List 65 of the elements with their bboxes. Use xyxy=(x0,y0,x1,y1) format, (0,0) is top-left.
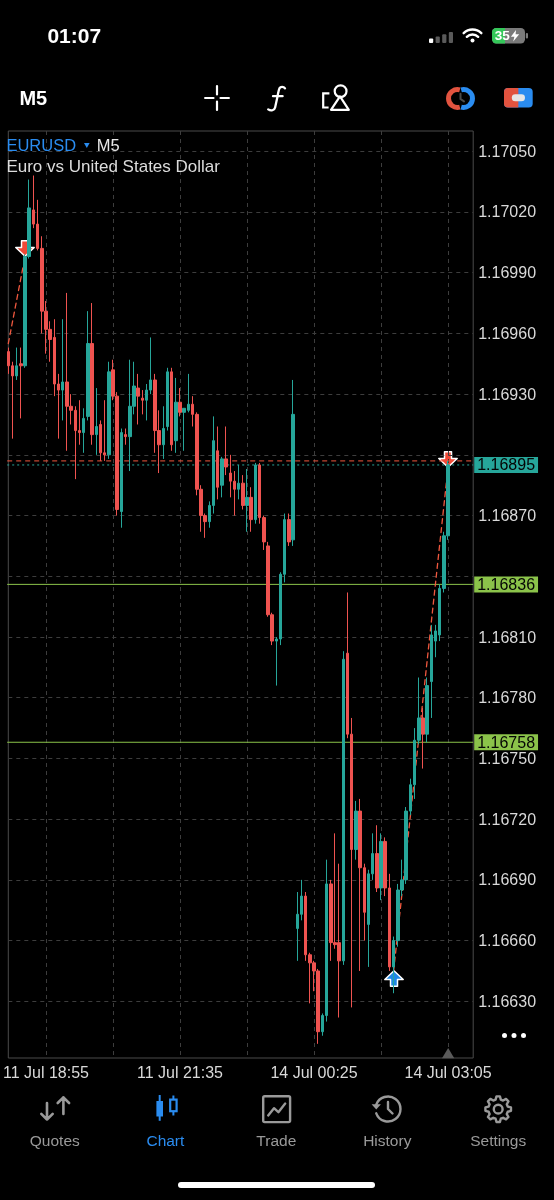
candlestick xyxy=(166,367,169,432)
candlestick xyxy=(430,624,433,719)
candlestick xyxy=(354,800,358,861)
candlestick xyxy=(249,486,253,533)
text: History xyxy=(363,1132,412,1150)
text: M5 xyxy=(19,87,48,109)
y-tick-label: 1.16960 xyxy=(478,324,537,342)
y-tick-label: 1.16870 xyxy=(478,507,537,525)
candlestick xyxy=(425,676,429,743)
candlestick xyxy=(291,379,295,547)
candlestick xyxy=(90,302,94,446)
text: 35 xyxy=(494,27,510,43)
candlestick xyxy=(136,373,140,425)
y-tick-label: 1.16720 xyxy=(478,810,537,828)
candlestick xyxy=(379,832,383,901)
candlestick xyxy=(107,361,111,460)
y-tick-label: 1.16630 xyxy=(478,992,537,1010)
x-tick-label: 11 Jul 21:35 xyxy=(137,1063,224,1081)
candlestick xyxy=(287,513,291,547)
candlestick xyxy=(86,310,90,421)
y-tick-label: 1.16930 xyxy=(478,385,537,403)
candlestick xyxy=(241,474,245,510)
y-tick-label: 1.17050 xyxy=(478,142,537,160)
x-tick-label: 11 Jul 18:55 xyxy=(3,1063,90,1081)
ref-line-label: 1.16758 xyxy=(477,733,536,751)
ref-line-label: 1.16836 xyxy=(477,575,536,593)
candlestick xyxy=(224,426,228,476)
y-tick-label: 1.16780 xyxy=(478,689,537,707)
x-tick-label: 14 Jul 03:05 xyxy=(404,1063,492,1081)
text: Quotes xyxy=(29,1132,80,1150)
text: Settings xyxy=(470,1132,527,1150)
chart-title: EURUSD xyxy=(6,135,77,154)
candlestick xyxy=(162,405,165,460)
candlestick xyxy=(170,367,173,452)
candlestick xyxy=(19,347,23,419)
annotation: M5 xyxy=(96,135,120,154)
x-tick-label: 14 Jul 00:25 xyxy=(270,1063,358,1081)
candlestick xyxy=(61,318,64,421)
candlestick xyxy=(245,468,249,533)
y-tick-label: 1.16990 xyxy=(478,264,537,282)
candlestick xyxy=(15,347,18,381)
ref-line-label: 1.16895 xyxy=(477,456,536,474)
candlestick xyxy=(103,399,106,462)
text: Trade xyxy=(256,1132,297,1150)
y-tick-label: 1.17020 xyxy=(478,203,537,221)
candlestick xyxy=(216,426,219,500)
y-tick-label: 1.16750 xyxy=(478,749,537,767)
candlestick xyxy=(82,407,85,454)
text: 01:07 xyxy=(47,23,102,47)
candlestick xyxy=(95,387,98,456)
y-tick-label: 1.16810 xyxy=(478,628,537,646)
y-tick-label: 1.16660 xyxy=(478,932,537,950)
candlestick xyxy=(178,387,182,417)
text: Chart xyxy=(146,1132,185,1150)
text: Euro vs United States Dollar xyxy=(6,156,220,176)
candlestick xyxy=(220,456,224,498)
candlestick xyxy=(174,377,178,454)
candlestick xyxy=(375,824,379,893)
candlestick xyxy=(141,389,144,415)
candlestick xyxy=(358,798,362,972)
candlestick xyxy=(342,650,345,966)
candlestick xyxy=(124,428,127,446)
candlestick xyxy=(421,707,425,770)
candlestick xyxy=(65,292,69,452)
y-tick-label: 1.16690 xyxy=(478,871,537,889)
